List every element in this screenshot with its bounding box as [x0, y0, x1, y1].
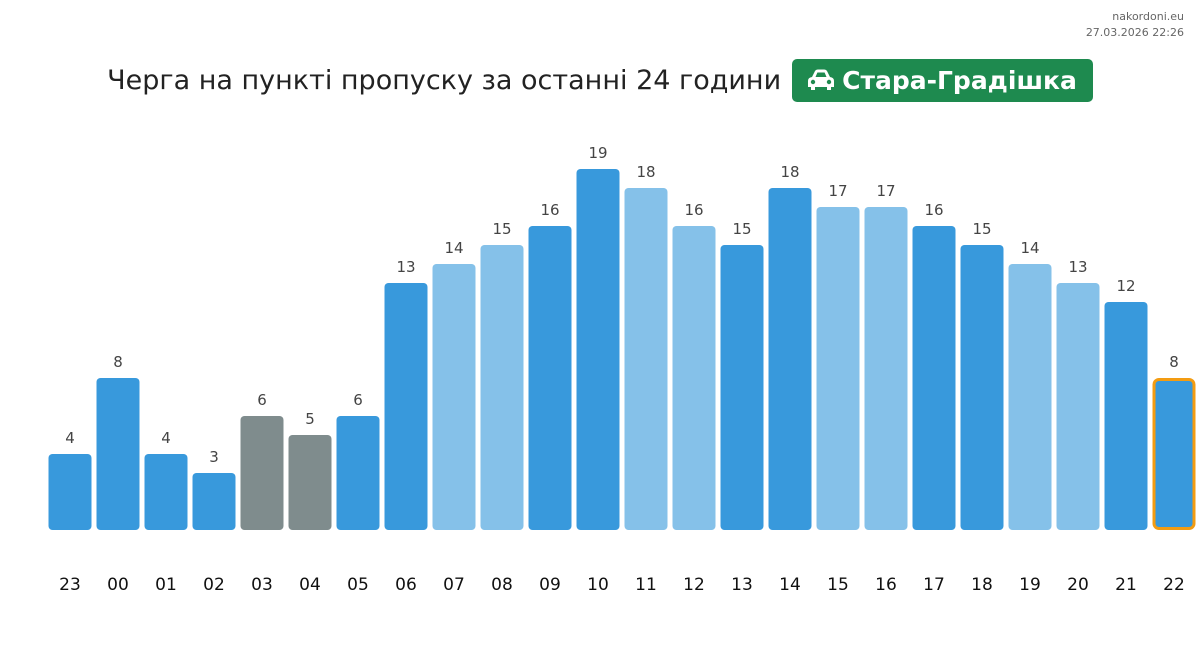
bar-01 — [144, 454, 188, 530]
x-tick-11: 11 — [635, 575, 657, 595]
value-label-15: 17 — [828, 182, 847, 200]
bar-21 — [1104, 302, 1148, 530]
timestamp: 27.03.2026 22:26 — [1085, 26, 1184, 39]
value-label-08: 15 — [492, 220, 511, 238]
bar-05 — [336, 416, 380, 530]
x-tick-22: 22 — [1163, 575, 1185, 595]
value-label-18: 15 — [972, 220, 991, 238]
value-label-22: 8 — [1169, 353, 1179, 371]
value-label-12: 16 — [684, 201, 703, 219]
x-tick-12: 12 — [683, 575, 705, 595]
bar-18 — [960, 245, 1004, 530]
value-label-19: 14 — [1020, 239, 1039, 257]
bar-17 — [912, 226, 956, 530]
car-icon — [808, 69, 835, 90]
bar-07 — [432, 264, 476, 530]
x-tick-04: 04 — [299, 575, 321, 595]
bar-06 — [384, 283, 428, 530]
bar-14 — [768, 188, 812, 530]
bar-11 — [624, 188, 668, 530]
x-tick-16: 16 — [875, 575, 897, 595]
x-tick-10: 10 — [587, 575, 609, 595]
site-meta: nakordoni.eu 27.03.2026 22:26 — [1086, 9, 1184, 41]
value-label-13: 15 — [732, 220, 751, 238]
x-tick-08: 08 — [491, 575, 513, 595]
bar-23 — [48, 454, 92, 530]
value-label-11: 18 — [636, 163, 655, 181]
value-label-03: 6 — [257, 391, 267, 409]
x-tick-00: 00 — [107, 575, 129, 595]
value-label-05: 6 — [353, 391, 363, 409]
value-label-00: 8 — [113, 353, 123, 371]
bar-09 — [528, 226, 572, 530]
value-label-06: 13 — [396, 258, 415, 276]
bar-15 — [816, 207, 860, 530]
bar-03 — [240, 416, 284, 530]
bar-22 — [1152, 378, 1196, 530]
value-label-10: 19 — [588, 144, 607, 162]
x-tick-20: 20 — [1067, 575, 1089, 595]
value-label-14: 18 — [780, 163, 799, 181]
bar-20 — [1056, 283, 1100, 530]
checkpoint-badge: Стара-Градішка — [792, 58, 1093, 102]
value-label-21: 12 — [1116, 277, 1135, 295]
bar-08 — [480, 245, 524, 530]
x-tick-19: 19 — [1019, 575, 1041, 595]
x-tick-23: 23 — [59, 575, 81, 595]
value-label-01: 4 — [161, 429, 171, 447]
value-label-04: 5 — [305, 410, 315, 428]
bar-16 — [864, 207, 908, 530]
bar-04 — [288, 435, 332, 530]
chart-header: Черга на пункті пропуску за останні 24 г… — [0, 58, 1200, 102]
x-tick-05: 05 — [347, 575, 369, 595]
bar-13 — [720, 245, 764, 530]
value-label-17: 16 — [924, 201, 943, 219]
bar-12 — [672, 226, 716, 530]
checkpoint-name: Стара-Градішка — [842, 65, 1077, 95]
x-tick-03: 03 — [251, 575, 273, 595]
x-tick-07: 07 — [443, 575, 465, 595]
x-tick-09: 09 — [539, 575, 561, 595]
x-tick-21: 21 — [1115, 575, 1137, 595]
value-label-16: 17 — [876, 182, 895, 200]
site-domain: nakordoni.eu — [1112, 10, 1184, 23]
x-tick-15: 15 — [827, 575, 849, 595]
value-label-20: 13 — [1068, 258, 1087, 276]
bar-10 — [576, 169, 620, 530]
x-tick-01: 01 — [155, 575, 177, 595]
x-tick-02: 02 — [203, 575, 225, 595]
x-tick-06: 06 — [395, 575, 417, 595]
x-tick-13: 13 — [731, 575, 753, 595]
bar-00 — [96, 378, 140, 530]
bar-19 — [1008, 264, 1052, 530]
value-label-07: 14 — [444, 239, 463, 257]
x-tick-18: 18 — [971, 575, 993, 595]
value-label-23: 4 — [65, 429, 75, 447]
x-tick-17: 17 — [923, 575, 945, 595]
chart-title: Черга на пункті пропуску за останні 24 г… — [107, 64, 782, 96]
value-label-02: 3 — [209, 448, 219, 466]
bar-02 — [192, 473, 236, 530]
x-tick-14: 14 — [779, 575, 801, 595]
value-label-09: 16 — [540, 201, 559, 219]
